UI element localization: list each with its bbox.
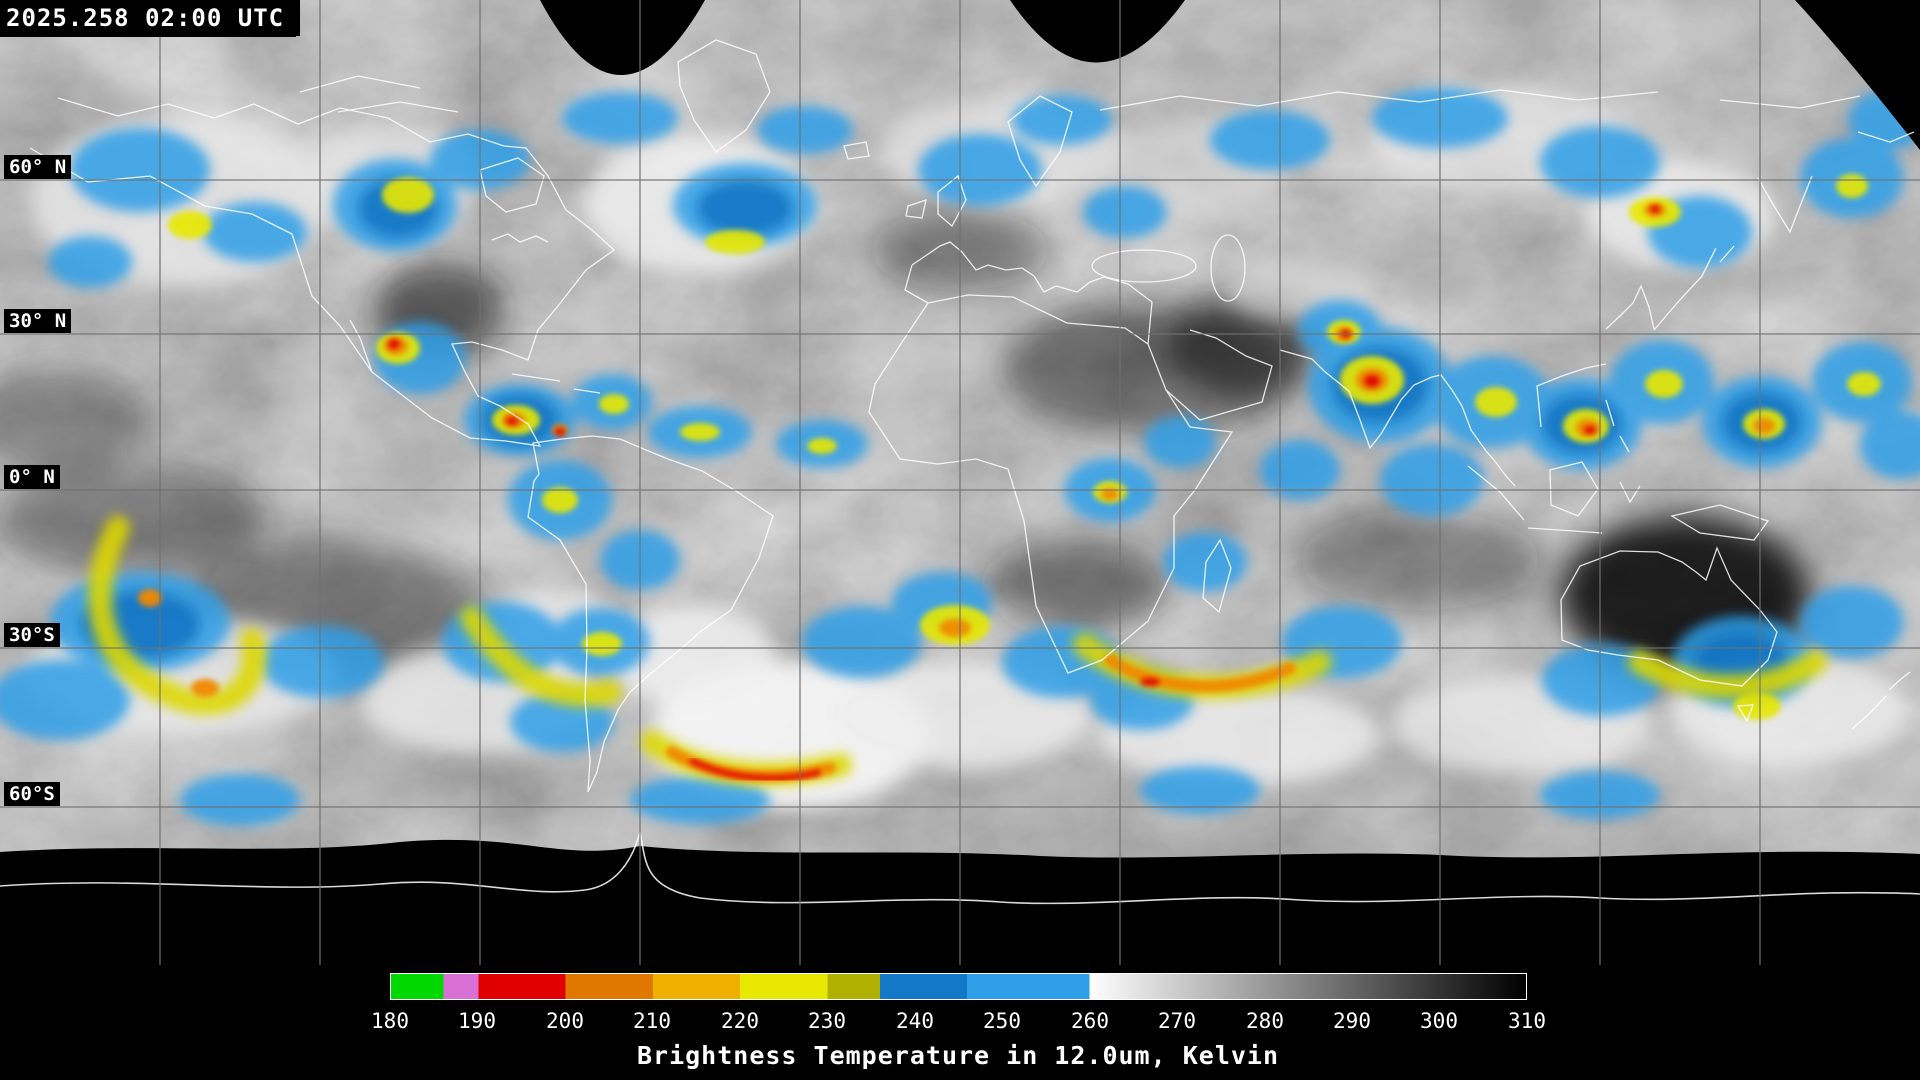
satellite-image bbox=[0, 0, 1920, 965]
tick-240: 240 bbox=[896, 1009, 934, 1033]
cold-cloud-blue bbox=[0, 88, 1920, 826]
tick-250: 250 bbox=[983, 1009, 1021, 1033]
latlon-grid bbox=[0, 0, 1920, 965]
tick-180: 180 bbox=[371, 1009, 409, 1033]
tick-300: 300 bbox=[1420, 1009, 1458, 1033]
tick-220: 220 bbox=[721, 1009, 759, 1033]
antarctic-red-arc bbox=[688, 757, 821, 782]
tick-270: 270 bbox=[1158, 1009, 1196, 1033]
tick-310: 310 bbox=[1508, 1009, 1546, 1033]
colorbar bbox=[390, 973, 1527, 1000]
latitude-label-60n: 60° N bbox=[4, 155, 72, 179]
tick-230: 230 bbox=[808, 1009, 846, 1033]
latitude-label-0n: 0° N bbox=[4, 465, 60, 489]
warm-dark-regions bbox=[0, 210, 1810, 680]
cold-cloud-red bbox=[388, 205, 1660, 686]
latitude-label-30n: 30° N bbox=[4, 309, 72, 333]
latitude-label-30s: 30°S bbox=[4, 623, 60, 647]
tick-200: 200 bbox=[546, 1009, 584, 1033]
tick-290: 290 bbox=[1333, 1009, 1371, 1033]
tick-280: 280 bbox=[1246, 1009, 1284, 1033]
tick-210: 210 bbox=[633, 1009, 671, 1033]
antarctica-coastline bbox=[0, 831, 1920, 905]
tick-190: 190 bbox=[458, 1009, 496, 1033]
global-ir-map: 2025.258 02:00 UTC 60° N 30° N 0° N 30°S… bbox=[0, 0, 1920, 965]
legend-title: Brightness Temperature in 12.0um, Kelvin bbox=[636, 1041, 1280, 1070]
timestamp: 2025.258 02:00 UTC bbox=[0, 0, 297, 37]
colorbar-legend: 180 190 200 210 220 230 240 250 260 270 … bbox=[0, 965, 1920, 1080]
tick-260: 260 bbox=[1071, 1009, 1109, 1033]
latitude-label-60s: 60°S bbox=[4, 782, 60, 806]
